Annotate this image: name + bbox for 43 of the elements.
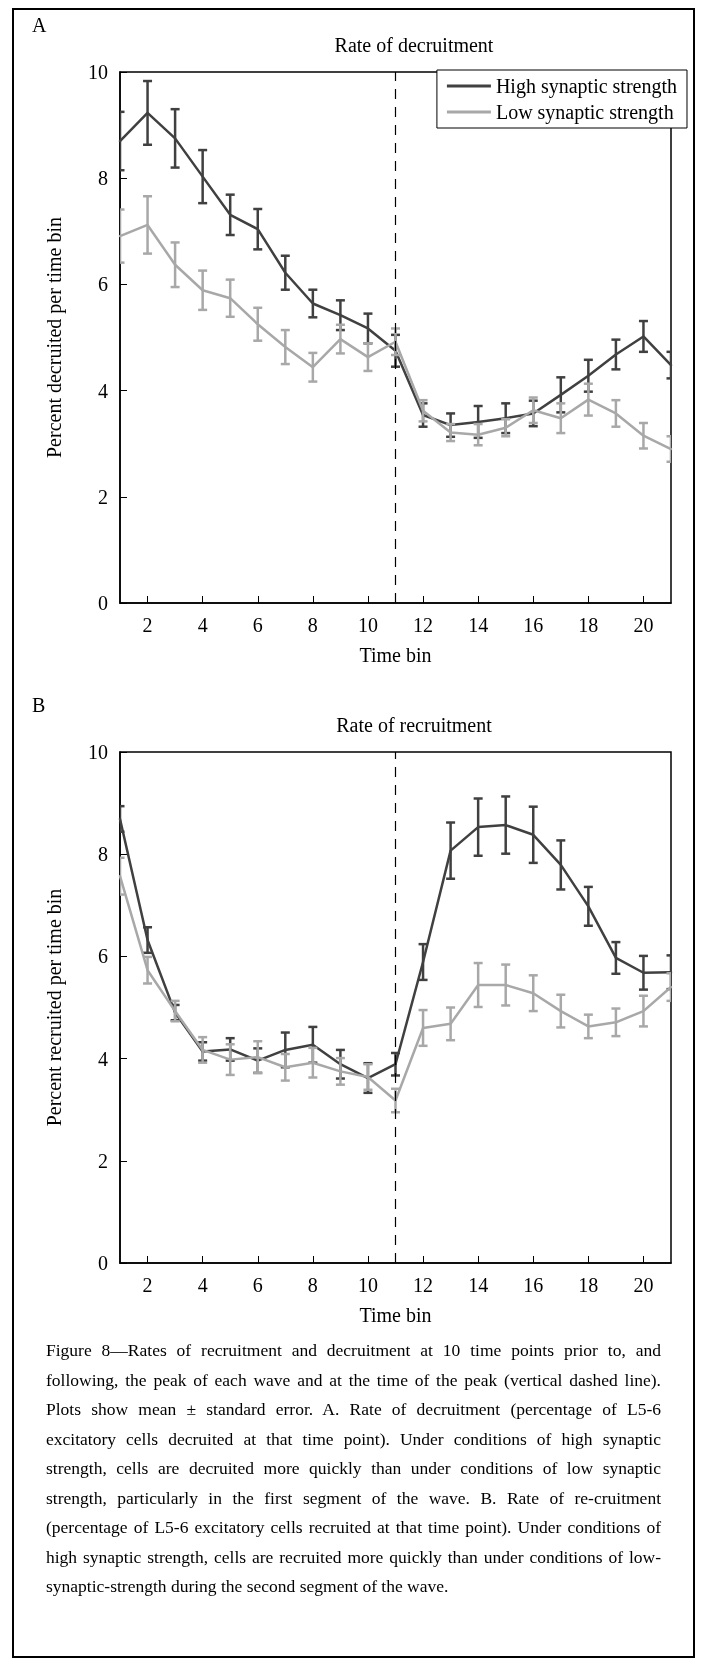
x-tick-label: 14 [468, 614, 489, 636]
x-tick-label: 4 [197, 1274, 208, 1296]
x-tick-label: 16 [523, 614, 544, 636]
x-tick-label: 2 [142, 1274, 153, 1296]
y-tick-label: 4 [98, 1047, 108, 1070]
x-tick-label: 4 [197, 614, 208, 636]
y-tick-label: 0 [98, 1252, 108, 1274]
x-tick-label: 8 [307, 614, 318, 636]
x-tick-label: 12 [413, 1274, 434, 1296]
x-axis-title: Time bin [359, 644, 432, 666]
x-tick-label: 10 [357, 614, 378, 636]
x-axis-title: Time bin [359, 1304, 432, 1326]
y-tick-label: 2 [98, 1149, 108, 1172]
x-tick-label: 20 [633, 1274, 654, 1296]
y-tick-label: 2 [98, 485, 108, 508]
x-tick-label: 8 [307, 1274, 318, 1296]
x-tick-label: 12 [413, 614, 434, 636]
legend-label: High synaptic strength [495, 75, 678, 98]
y-tick-label: 4 [98, 379, 108, 402]
x-tick-label: 16 [523, 1274, 544, 1296]
x-tick-label: 20 [633, 614, 654, 636]
x-tick-label: 10 [357, 1274, 378, 1296]
x-tick-label: 18 [578, 1274, 599, 1296]
chart-title: Rate of recruitment [336, 714, 493, 736]
x-tick-label: 14 [468, 1274, 489, 1296]
y-axis-title: Percent decruited per time bin [43, 216, 66, 459]
y-tick-label: 6 [98, 273, 108, 296]
text: B [32, 694, 46, 717]
chart-title: Rate of decruitment [334, 34, 494, 56]
y-tick-label: 10 [88, 741, 108, 763]
legend-label: Low synaptic strength [495, 101, 674, 124]
y-axis-title: Percent recruited per time bin [43, 888, 66, 1127]
x-tick-label: 6 [252, 1274, 263, 1296]
y-tick-label: 8 [98, 843, 108, 866]
x-tick-label: 6 [252, 614, 263, 636]
x-tick-label: 2 [142, 614, 153, 636]
x-tick-label: 18 [578, 614, 599, 636]
text: Figure 8—Rates of recruitment and decruitment at 10 time points prior to, and following, the peak of each wave and at the time of the peak (vertical dashed line). Plots show mean ± standard error. A. Rate of decruitment (percentage of L5-6 excitatory cells decruited at that time point). Under conditions of high synaptic strength, cells are decruited more quickly than under conditions of low synaptic strength, particularly in the first segment of the wave. B. Rate of re-cruitment (percentage of L5-6 excitatory cells recruited at that time point). Under conditions of high synaptic strength, cells are recruited more quickly than under conditions of low-synaptic-strength during the second segment of the wave. [46, 1340, 661, 1596]
y-tick-label: 6 [98, 945, 108, 968]
text: A [32, 14, 47, 37]
y-tick-label: 8 [98, 167, 108, 190]
y-tick-label: 0 [98, 592, 108, 614]
y-tick-label: 10 [88, 61, 108, 83]
